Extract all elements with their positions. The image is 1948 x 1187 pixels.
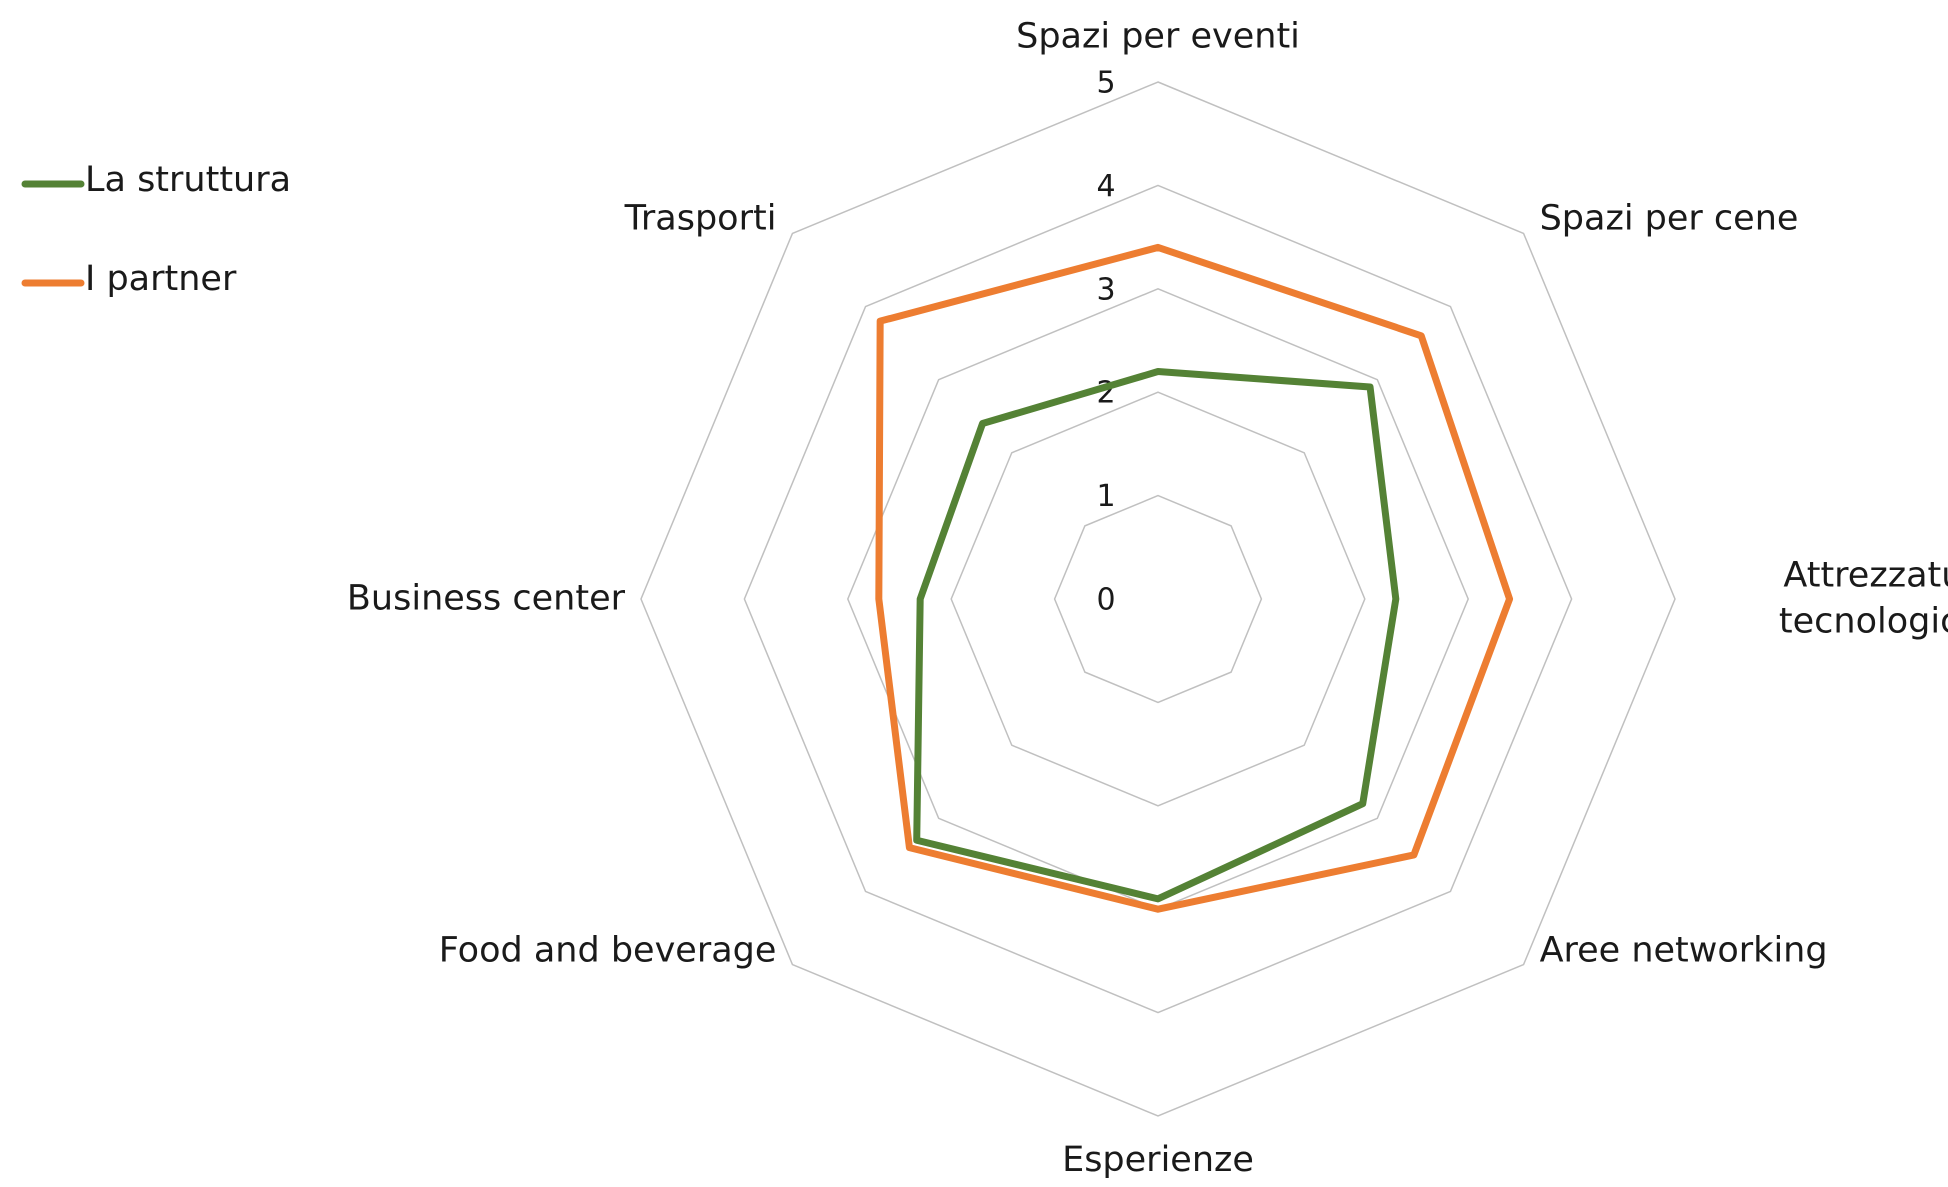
tick-label: 0 — [1096, 583, 1115, 618]
legend-label: La struttura — [85, 160, 292, 200]
category-label: Esperienze — [1062, 1140, 1254, 1180]
category-label: Spazi per cene — [1539, 198, 1799, 239]
grid-ring — [846, 287, 1470, 911]
category-label: Trasporti — [624, 198, 777, 239]
category-label: Aree networking — [1539, 929, 1828, 970]
grid-ring — [640, 81, 1676, 1117]
category-label: Attrezzature tecnologiche — [1778, 555, 1948, 642]
legend-label: I partner — [85, 259, 237, 299]
series-line — [913, 368, 1400, 903]
tick-label: 5 — [1096, 66, 1115, 101]
tick-label: 2 — [1096, 376, 1115, 411]
category-label: Spazi per eventi — [1016, 16, 1300, 57]
series-line — [875, 243, 1514, 913]
tick-label: 1 — [1096, 479, 1115, 514]
grid-ring — [1053, 494, 1263, 704]
grid-ring — [743, 184, 1573, 1014]
tick-label: 4 — [1096, 169, 1115, 204]
tick-label: 3 — [1096, 272, 1115, 307]
grid-ring — [950, 391, 1366, 807]
category-label: Food and beverage — [438, 929, 777, 970]
category-label: Business center — [346, 578, 625, 619]
